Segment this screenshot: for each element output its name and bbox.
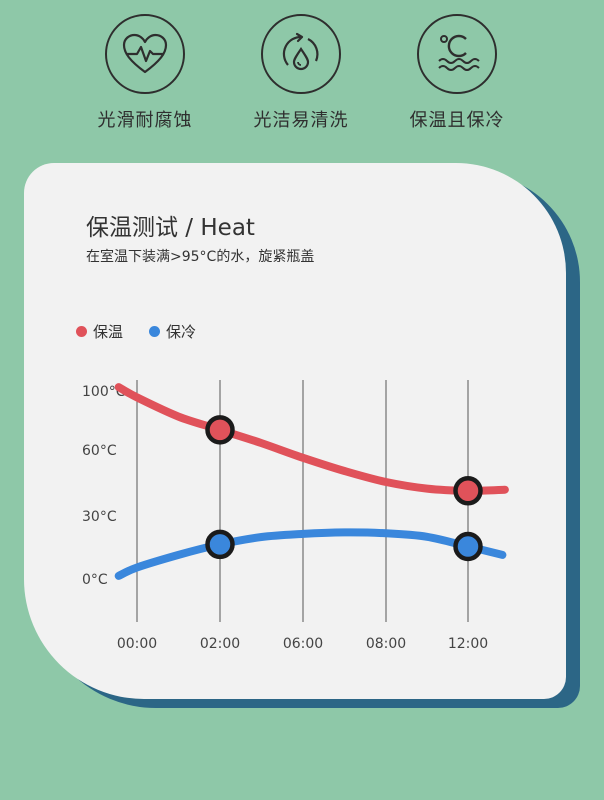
celsius-waves-icon [417,14,497,94]
series-0-marker-1 [453,476,483,506]
feature-row: 光滑耐腐蚀 光洁易清洗 保温且保冷 [0,0,604,150]
chart-card [24,163,566,699]
y-tick-label: 0°C [82,572,108,588]
series-1-marker-1 [453,531,483,562]
feature-clean: 光洁易清洗 [216,14,386,132]
series-line-0 [114,383,509,495]
legend-dot-icon [76,326,87,337]
y-tick-label: 100°C [82,384,126,400]
legend-item-heat: 保温 [76,321,123,342]
y-tick-label: 30°C [82,509,117,525]
y-tick-label: 60°C [82,443,117,459]
feature-label: 光滑耐腐蚀 [97,110,193,131]
x-tick-label: 12:00 [448,636,488,652]
legend-label: 保冷 [166,323,197,341]
feature-label: 保温且保冷 [409,110,505,131]
chart-legend: 保温 保冷 [76,321,196,342]
series-1-marker-0 [205,529,235,560]
heart-pulse-icon [105,14,185,94]
legend-label: 保温 [93,323,124,341]
series-line-1 [114,528,507,580]
x-tick-label: 00:00 [117,636,157,652]
legend-dot-icon [149,326,161,337]
chart-subtitle: 在室温下装满>95°C的水，旋紧瓶盖 [86,249,315,265]
water-drop-cycle-icon [261,14,341,94]
feature-corrosion: 光滑耐腐蚀 [60,14,230,132]
feature-insulation: 保温且保冷 [372,14,542,132]
chart-title: 保温测试 / Heat [86,215,255,241]
legend-item-cold: 保冷 [149,321,196,342]
x-tick-label: 02:00 [200,636,240,652]
series-0-marker-0 [205,415,235,445]
x-tick-label: 08:00 [366,636,406,652]
feature-label: 光洁易清洗 [253,110,349,131]
x-tick-label: 06:00 [283,636,323,652]
